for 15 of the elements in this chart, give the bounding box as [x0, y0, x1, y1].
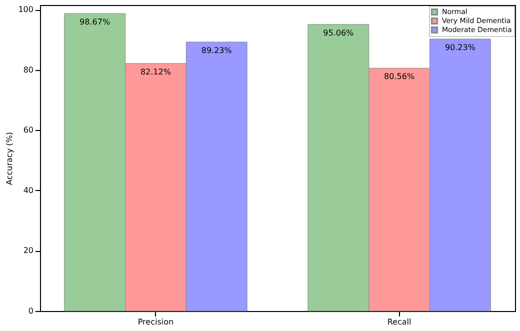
x-tick-label: Recall [387, 318, 412, 326]
y-tick-label: 80 [23, 65, 34, 74]
y-tick-label: 0 [28, 306, 34, 316]
text: 90.23% [444, 42, 476, 52]
text: 82.12% [140, 67, 171, 76]
y-tick-label: 20 [23, 246, 34, 256]
x-tick-label: Precision [138, 318, 174, 326]
y-tick-label: 40 [23, 186, 34, 195]
y-axis-title: Accuracy (%) [5, 132, 14, 185]
text: 80.56% [384, 72, 415, 82]
text: 89.23% [201, 46, 232, 55]
y-tick-label: 60 [23, 126, 34, 135]
text: 98.67% [80, 18, 110, 27]
text: 95.06% [323, 28, 354, 38]
y-tick-label: 100 [18, 5, 34, 14]
